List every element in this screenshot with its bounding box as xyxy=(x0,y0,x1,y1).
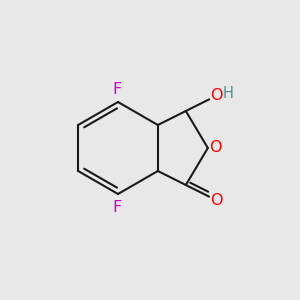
Text: O: O xyxy=(210,193,223,208)
Text: F: F xyxy=(112,200,122,214)
Text: F: F xyxy=(112,82,122,97)
Text: O: O xyxy=(210,140,222,155)
Text: H: H xyxy=(223,86,234,101)
Text: O: O xyxy=(210,88,223,103)
